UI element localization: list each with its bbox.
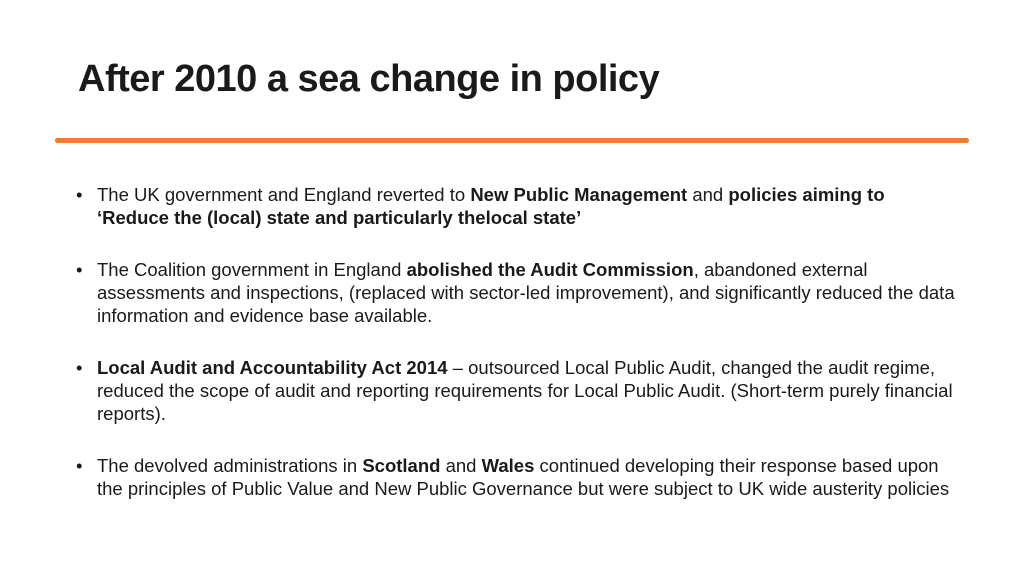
bullet-icon: • [76, 455, 83, 476]
bullet-item-audit-commission: • The Coalition government in England ab… [76, 258, 956, 327]
bullet-text: – outsourced Local Public Audit, changed… [97, 357, 953, 424]
bullet-text: and [440, 455, 482, 476]
bullet-item-devolved-administrations: • The devolved administrations in Scotla… [76, 454, 956, 500]
bullet-icon: • [76, 184, 83, 205]
bullet-icon: • [76, 259, 83, 280]
bullet-item-new-public-management: • The UK government and England reverted… [76, 183, 956, 229]
bullet-item-audit-act-2014: • Local Audit and Accountability Act 201… [76, 356, 956, 425]
bullet-icon: • [76, 357, 83, 378]
bullet-text: and [687, 184, 729, 205]
bullet-emphasis: Local Audit and Accountability Act 2014 [97, 357, 448, 378]
bullet-emphasis: Wales [481, 455, 535, 476]
bullet-emphasis: policies aiming to ‘Reduce the (local) s… [97, 184, 885, 228]
bullet-list: • The UK government and England reverted… [76, 183, 956, 529]
bullet-text: The UK government and England reverted t… [97, 184, 471, 205]
bullet-text: continued developing their response base… [97, 455, 950, 499]
bullet-text: The Coalition government in England [97, 259, 407, 280]
bullet-emphasis: abolished the Audit Commission [406, 259, 694, 280]
bullet-emphasis: Scotland [362, 455, 441, 476]
bullet-text: , abandoned external assessments and ins… [97, 259, 955, 326]
slide-title: After 2010 a sea change in policy [78, 58, 660, 100]
bullet-text: The devolved administrations in [97, 455, 363, 476]
bullet-emphasis: New Public Management [470, 184, 688, 205]
title-divider [55, 138, 969, 143]
